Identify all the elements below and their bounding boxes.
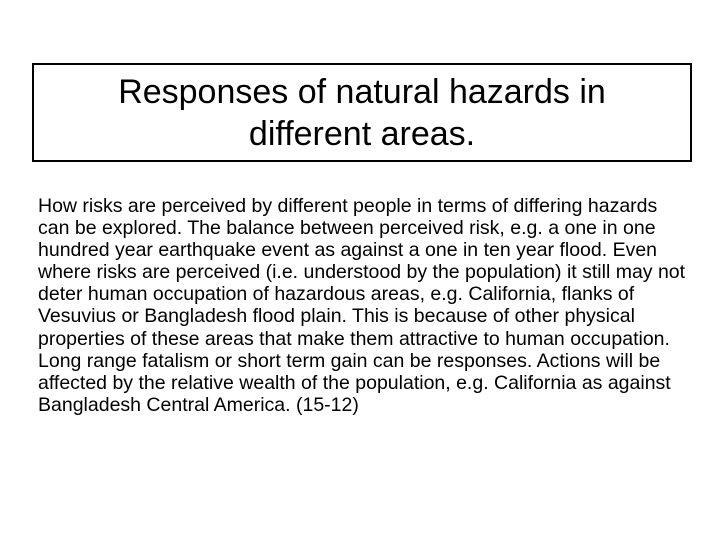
body-line: Vesuvius or Bangladesh flood plain. This… — [38, 305, 635, 328]
slide-body-paragraph: How risks are perceived by different peo… — [38, 195, 698, 416]
body-line: How risks are perceived by different peo… — [38, 195, 658, 217]
body-line: where risks are perceived (i.e. understo… — [38, 261, 686, 284]
body-line: can be explored. The balance between per… — [38, 217, 656, 240]
body-line: deter human occupation of hazardous area… — [38, 283, 635, 306]
body-line: affected by the relative wealth of the p… — [38, 371, 671, 394]
body-line: properties of these areas that make them… — [38, 327, 670, 350]
slide-title-line-2: different areas. — [248, 114, 476, 153]
body-line: hundred year earthquake event as against… — [38, 239, 658, 262]
body-line: Long range fatalism or short term gain c… — [38, 349, 661, 372]
slide-title-box: Responses of natural hazards in differen… — [32, 63, 692, 162]
body-line: Bangladesh Central America. (15-12) — [38, 393, 359, 416]
slide-title-line-1: Responses of natural hazards in — [118, 72, 606, 111]
